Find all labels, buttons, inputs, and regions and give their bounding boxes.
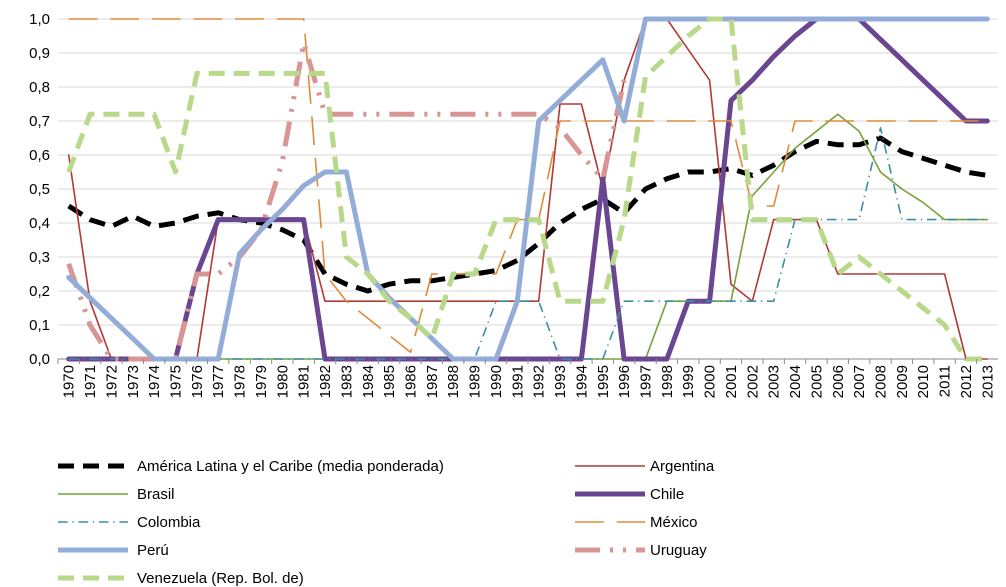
x-tick-label: 1974 xyxy=(146,365,163,398)
x-tick-label: 1992 xyxy=(531,365,548,398)
x-tick-label: 2008 xyxy=(873,365,890,398)
series-line-7 xyxy=(66,16,990,362)
legend-label: Chile xyxy=(650,486,684,503)
x-tick-label: 1998 xyxy=(659,365,676,398)
x-tick-label: 2007 xyxy=(851,365,868,398)
x-tick-label: 1972 xyxy=(103,365,120,398)
x-axis-ticks: 1970 1971 1972 1973 1974 1975 1976 1977 1978 1979… xyxy=(57,359,996,398)
x-tick-label: 1981 xyxy=(296,365,313,398)
x-tick-label: 2010 xyxy=(915,365,932,398)
series-line-2 xyxy=(67,113,989,360)
x-tick-label: 1993 xyxy=(552,365,569,398)
y-tick-label: 0,7 xyxy=(29,113,50,130)
legend-entry: Chile xyxy=(575,486,684,503)
legend-label: Colombia xyxy=(137,514,201,531)
x-tick-label: 1976 xyxy=(189,365,206,398)
x-tick-label: 1996 xyxy=(616,365,633,398)
x-tick-label: 1973 xyxy=(125,365,142,398)
legend-entry: América Latina y el Caribe (media ponder… xyxy=(58,458,444,475)
series-line-8 xyxy=(66,16,988,362)
x-tick-label: 2006 xyxy=(830,365,847,398)
x-tick-label: 1988 xyxy=(445,365,462,398)
x-tick-label: 2003 xyxy=(766,365,783,398)
x-tick-label: 1990 xyxy=(488,365,505,398)
x-tick-label: 1977 xyxy=(210,365,227,398)
x-tick-label: 1991 xyxy=(509,365,526,398)
legend-entry: Brasil xyxy=(58,486,175,503)
x-tick-label: 1983 xyxy=(338,365,355,398)
y-tick-label: 0,2 xyxy=(29,283,50,300)
legend-label: Venezuela (Rep. Bol. de) xyxy=(137,570,304,587)
legend-entry: México xyxy=(575,514,698,531)
x-tick-label: 1999 xyxy=(680,365,697,398)
legend-label: Argentina xyxy=(650,458,715,475)
y-tick-label: 0,8 xyxy=(29,79,50,96)
x-tick-label: 1979 xyxy=(253,365,270,398)
y-tick-label: 0,1 xyxy=(29,317,50,334)
x-tick-label: 2013 xyxy=(979,365,996,398)
y-axis-ticks: 0,0 0,1 0,2 0,3 0,4 0,5 0,6 0,7 0,8 0,9 1,0 xyxy=(29,11,50,368)
series-line-5 xyxy=(68,18,988,353)
y-tick-label: 0,4 xyxy=(29,215,50,232)
x-tick-label: 2005 xyxy=(808,365,825,398)
x-tick-label: 1994 xyxy=(573,365,590,398)
x-tick-label: 2012 xyxy=(958,365,975,398)
x-tick-label: 1982 xyxy=(317,365,334,398)
y-tick-label: 1,0 xyxy=(29,11,50,28)
legend-entry: Uruguay xyxy=(575,542,707,559)
legend-entry: Perú xyxy=(58,542,169,559)
legend-label: Perú xyxy=(137,542,169,559)
series-line-4 xyxy=(68,127,988,360)
legend-entry: Colombia xyxy=(58,514,201,531)
y-tick-label: 0,9 xyxy=(29,45,50,62)
x-tick-label: 2002 xyxy=(744,365,761,398)
y-tick-label: 0,0 xyxy=(29,351,50,368)
y-tick-label: 0,5 xyxy=(29,181,50,198)
legend-entry: Venezuela (Rep. Bol. de) xyxy=(58,570,304,587)
gridlines xyxy=(58,18,998,360)
x-tick-label: 1984 xyxy=(360,365,377,398)
legend-label: Uruguay xyxy=(650,542,707,559)
x-tick-label: 1995 xyxy=(595,365,612,398)
x-tick-label: 2004 xyxy=(787,365,804,398)
x-tick-label: 1970 xyxy=(61,365,78,398)
y-tick-label: 0,3 xyxy=(29,249,50,266)
x-tick-label: 1997 xyxy=(638,365,655,398)
x-tick-label: 2009 xyxy=(894,365,911,398)
legend: América Latina y el Caribe (media ponder… xyxy=(58,458,715,587)
series-line-6 xyxy=(66,40,627,362)
legend-entry: Argentina xyxy=(575,458,715,475)
legend-label: México xyxy=(650,514,698,531)
x-tick-label: 1987 xyxy=(424,365,441,398)
x-tick-label: 1986 xyxy=(403,365,420,398)
x-tick-label: 1971 xyxy=(82,365,99,398)
x-tick-label: 1975 xyxy=(168,365,185,398)
x-tick-label: 1980 xyxy=(274,365,291,398)
series-line-0 xyxy=(67,135,988,294)
x-tick-label: 2011 xyxy=(937,365,954,397)
x-tick-label: 2000 xyxy=(702,365,719,398)
x-tick-label: 2001 xyxy=(723,365,740,398)
y-tick-label: 0,6 xyxy=(29,147,50,164)
legend-label: Brasil xyxy=(137,486,175,503)
legend-label: América Latina y el Caribe (media ponder… xyxy=(137,458,444,475)
x-tick-label: 1978 xyxy=(232,365,249,398)
x-tick-label: 1989 xyxy=(467,365,484,398)
x-tick-label: 1985 xyxy=(381,365,398,398)
